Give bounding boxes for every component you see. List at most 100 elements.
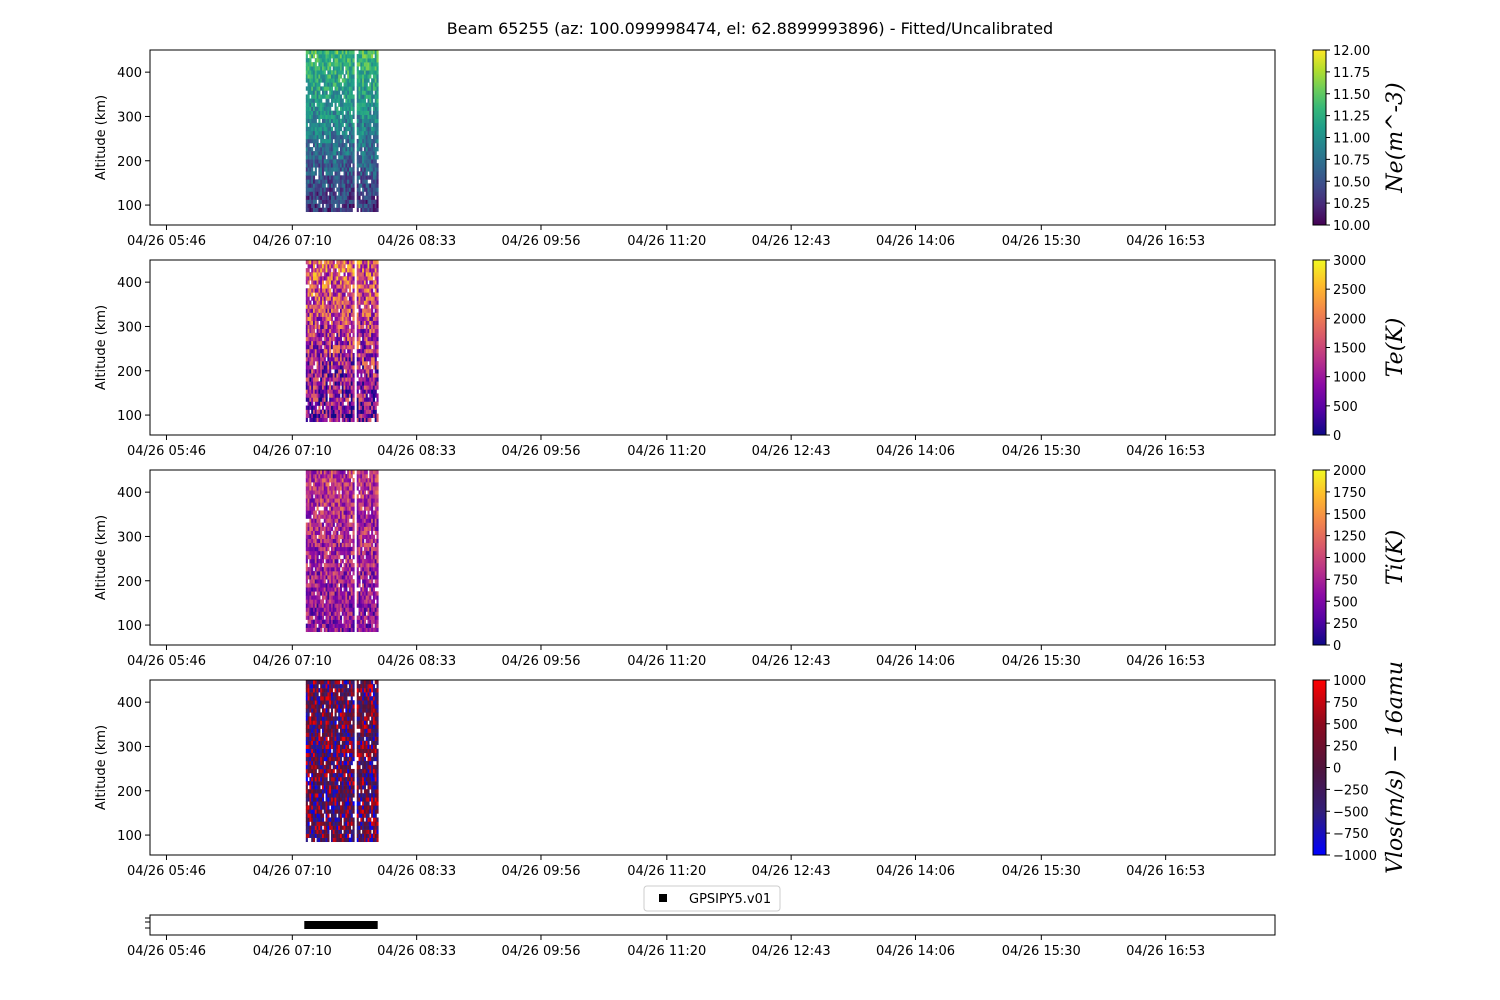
heatmap-cell bbox=[350, 494, 353, 499]
heatmap-cell bbox=[320, 385, 323, 390]
heatmap-cell bbox=[362, 478, 365, 483]
heatmap-cell bbox=[312, 74, 316, 79]
heatmap-cell bbox=[336, 599, 339, 604]
heatmap-cell bbox=[316, 151, 319, 156]
heatmap-cell bbox=[365, 369, 368, 374]
heatmap-cell bbox=[318, 732, 321, 737]
heatmap-cell bbox=[325, 130, 328, 136]
heatmap-cell bbox=[347, 82, 350, 87]
heatmap-cell bbox=[316, 470, 319, 475]
heatmap-cell bbox=[350, 607, 353, 612]
heatmap-cell bbox=[316, 583, 319, 588]
heatmap-cell bbox=[334, 502, 337, 507]
heatmap-cell bbox=[352, 167, 355, 172]
heatmap-cell bbox=[327, 183, 330, 188]
heatmap-cell bbox=[330, 324, 334, 330]
heatmap-cell bbox=[318, 260, 321, 265]
heatmap-cell bbox=[320, 522, 323, 527]
heatmap-cell bbox=[339, 167, 343, 172]
heatmap-cell bbox=[316, 138, 319, 144]
heatmap-cell bbox=[352, 199, 355, 204]
heatmap-cell bbox=[347, 361, 350, 366]
heatmap-cell bbox=[367, 268, 370, 273]
heatmap-cell bbox=[341, 542, 344, 548]
heatmap-cell bbox=[312, 558, 316, 564]
heatmap-cell bbox=[316, 409, 319, 414]
heatmap-cell bbox=[323, 777, 326, 782]
heatmap-cell bbox=[305, 756, 308, 762]
heatmap-cell bbox=[309, 118, 312, 124]
heatmap-cell bbox=[311, 813, 314, 818]
heatmap-cell bbox=[358, 98, 361, 103]
heatmap-cell bbox=[352, 110, 355, 115]
heatmap-cell bbox=[332, 134, 335, 140]
heatmap-cell bbox=[305, 486, 308, 491]
heatmap-cell bbox=[360, 474, 363, 479]
heatmap-cell bbox=[314, 405, 317, 410]
heatmap-cell bbox=[311, 373, 314, 378]
heatmap-cell bbox=[320, 550, 323, 556]
heatmap-cell bbox=[350, 175, 353, 180]
heatmap-cell bbox=[312, 389, 316, 394]
heatmap-cell bbox=[336, 498, 339, 503]
heatmap-cell bbox=[376, 393, 379, 398]
heatmap-cell bbox=[332, 498, 335, 503]
heatmap-cell bbox=[360, 397, 363, 402]
heatmap-cell bbox=[325, 595, 328, 600]
heatmap-cell bbox=[363, 514, 367, 519]
heatmap-cell bbox=[325, 397, 328, 402]
heatmap-cell bbox=[339, 478, 343, 483]
heatmap-cell bbox=[318, 575, 321, 580]
heatmap-cell bbox=[358, 159, 361, 164]
heatmap-cell bbox=[329, 296, 332, 301]
heatmap-cell bbox=[334, 579, 337, 584]
heatmap-cell bbox=[309, 546, 312, 552]
heatmap-cell bbox=[305, 328, 308, 334]
heatmap-cell bbox=[352, 195, 355, 200]
heatmap-cell bbox=[338, 199, 341, 204]
heatmap-cell bbox=[305, 490, 308, 495]
heatmap-cell bbox=[320, 575, 323, 580]
heatmap-cell bbox=[312, 736, 316, 741]
heatmap-cell bbox=[343, 264, 346, 269]
heatmap-cell bbox=[338, 607, 341, 612]
heatmap-cell bbox=[372, 401, 376, 406]
heatmap-cell bbox=[321, 332, 325, 338]
heatmap-cell bbox=[314, 813, 317, 818]
heatmap-cell bbox=[332, 583, 335, 588]
x-tick-label: 04/26 16:53 bbox=[1126, 654, 1205, 669]
heatmap-cell bbox=[325, 106, 328, 111]
heatmap-cell bbox=[318, 478, 321, 483]
heatmap-cell bbox=[336, 308, 339, 313]
heatmap-cell bbox=[329, 348, 332, 354]
heatmap-cell bbox=[305, 348, 308, 354]
heatmap-cell bbox=[334, 58, 337, 63]
heatmap-cell bbox=[307, 595, 310, 600]
heatmap-cell bbox=[339, 344, 343, 350]
heatmap-cell bbox=[356, 118, 359, 124]
heatmap-cell bbox=[318, 696, 321, 701]
heatmap-cell bbox=[323, 159, 326, 164]
heatmap-cell bbox=[348, 151, 352, 156]
heatmap-cell bbox=[309, 696, 312, 701]
heatmap-cell bbox=[347, 134, 350, 140]
heatmap-cell bbox=[311, 558, 314, 564]
heatmap-cell bbox=[376, 58, 379, 63]
heatmap-cell bbox=[318, 526, 321, 531]
heatmap-cell bbox=[327, 583, 330, 588]
heatmap-cell bbox=[334, 207, 337, 213]
heatmap-cell bbox=[365, 122, 368, 128]
heatmap-cell bbox=[348, 203, 352, 208]
heatmap-cell bbox=[371, 207, 374, 213]
heatmap-cell bbox=[327, 502, 330, 507]
heatmap-cell bbox=[323, 118, 326, 124]
heatmap-cell bbox=[318, 704, 321, 709]
heatmap-cell bbox=[341, 62, 344, 67]
heatmap-cell bbox=[311, 171, 314, 176]
heatmap-cell bbox=[358, 595, 361, 600]
heatmap-cell bbox=[362, 288, 365, 293]
heatmap-cell bbox=[376, 562, 379, 568]
heatmap-cell bbox=[362, 389, 365, 394]
heatmap-cell bbox=[311, 607, 314, 612]
heatmap-cell bbox=[316, 74, 319, 79]
